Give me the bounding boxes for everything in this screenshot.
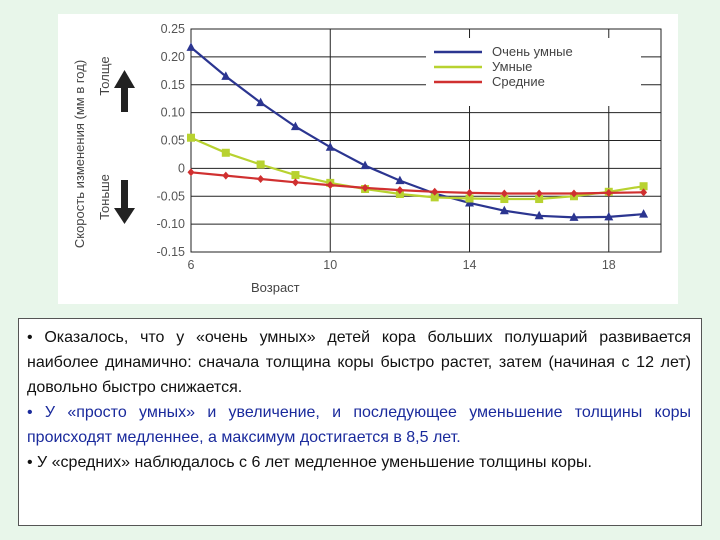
thinner-arrow-shaft — [121, 180, 128, 210]
series-3-point — [326, 181, 334, 190]
series-3-point — [640, 188, 648, 197]
series-1-point — [639, 209, 649, 218]
series-2-point — [535, 195, 544, 204]
chart-panel: 0.25 0.20 0.15 0.10 0.05 0 -0.05 -0.10 -0.15 6 10 1… — [58, 14, 678, 304]
series-1-point — [360, 160, 370, 170]
line-chart: 0.25 0.20 0.15 0.10 0.05 0 -0.05 -0.10 -0.156 10 1… — [72, 22, 662, 295]
series-2-point — [430, 193, 439, 202]
series-line-2 — [190, 136, 644, 201]
series-3-point — [257, 174, 265, 183]
series-1-point — [325, 142, 335, 151]
series-3-point — [535, 189, 543, 198]
axes: 0.25 0.20 0.15 0.10 0.05 0 -0.05 -0.10 -0.156 10 1… — [157, 22, 662, 272]
thinner-arrow — [114, 180, 135, 224]
paragraph-very-smart: • Оказалось, что у «очень умных» детей к… — [27, 329, 691, 396]
series-3-point — [431, 187, 439, 196]
series-line-3 — [190, 171, 644, 195]
thicker-label: Толще — [97, 56, 112, 95]
legend-label-1: Очень умные — [492, 44, 573, 59]
series-1-point — [499, 205, 509, 215]
paragraph-smart: • У «просто умных» и увеличение, и после… — [27, 404, 691, 446]
y-tick-label: -0.10 — [157, 217, 186, 231]
series-1-point — [256, 97, 266, 107]
y-tick-label: 0.05 — [161, 134, 185, 148]
series-1-point — [569, 212, 579, 221]
series-3-point — [466, 188, 474, 197]
y-tick-label: 0.25 — [161, 22, 185, 36]
thicker-arrow-head — [114, 70, 135, 88]
thinner-arrow-head — [114, 208, 135, 224]
paragraph-average: • У «средних» наблюдалось с 6 лет медлен… — [27, 454, 592, 471]
legend-label-3: Средние — [492, 74, 545, 89]
series-2-point — [221, 148, 230, 157]
series-3-point — [291, 178, 299, 187]
legend-label-2: Умные — [492, 59, 532, 74]
y-tick-label: 0.20 — [161, 50, 185, 64]
x-tick-label: 6 — [188, 258, 195, 272]
series-line-1 — [190, 46, 644, 219]
series-2-point — [465, 194, 474, 203]
series-2-point — [187, 133, 195, 142]
y-axis-title: Скорость изменения (мм в год) — [72, 60, 87, 248]
thicker-arrow-shaft — [121, 86, 128, 112]
series-2-point — [291, 171, 300, 180]
y-tick-label: 0.15 — [161, 78, 185, 92]
description-panel: • Оказалось, что у «очень умных» детей к… — [18, 318, 702, 526]
series-lines — [186, 42, 649, 221]
legend-background — [426, 38, 641, 106]
series-1-point — [221, 71, 231, 80]
y-tick-label: 0 — [178, 161, 185, 175]
series-3-point — [570, 189, 578, 198]
series-1-point — [604, 211, 614, 221]
thicker-arrow — [114, 70, 135, 112]
y-tick-label: -0.05 — [157, 189, 186, 203]
series-1-point — [395, 175, 405, 185]
x-tick-label: 14 — [463, 258, 477, 272]
series-1-point — [534, 210, 544, 220]
y-tick-label: 0.10 — [161, 106, 185, 120]
series-3-point — [187, 168, 195, 177]
x-axis-title: Возраст — [251, 280, 300, 295]
y-tick-label: -0.15 — [157, 245, 186, 259]
series-3-point — [361, 183, 369, 192]
series-1-point — [186, 42, 196, 51]
series-2-point — [500, 195, 509, 204]
x-tick-label: 10 — [323, 258, 337, 272]
series-3-point — [396, 186, 404, 195]
thinner-label: Тоньше — [97, 174, 112, 220]
x-tick-label: 18 — [602, 258, 616, 272]
series-3-point — [222, 171, 230, 180]
series-1-point — [290, 121, 300, 131]
series-3-point — [500, 189, 508, 198]
series-2-point — [639, 182, 648, 191]
series-3-point — [605, 188, 613, 197]
series-2-point — [256, 160, 265, 169]
